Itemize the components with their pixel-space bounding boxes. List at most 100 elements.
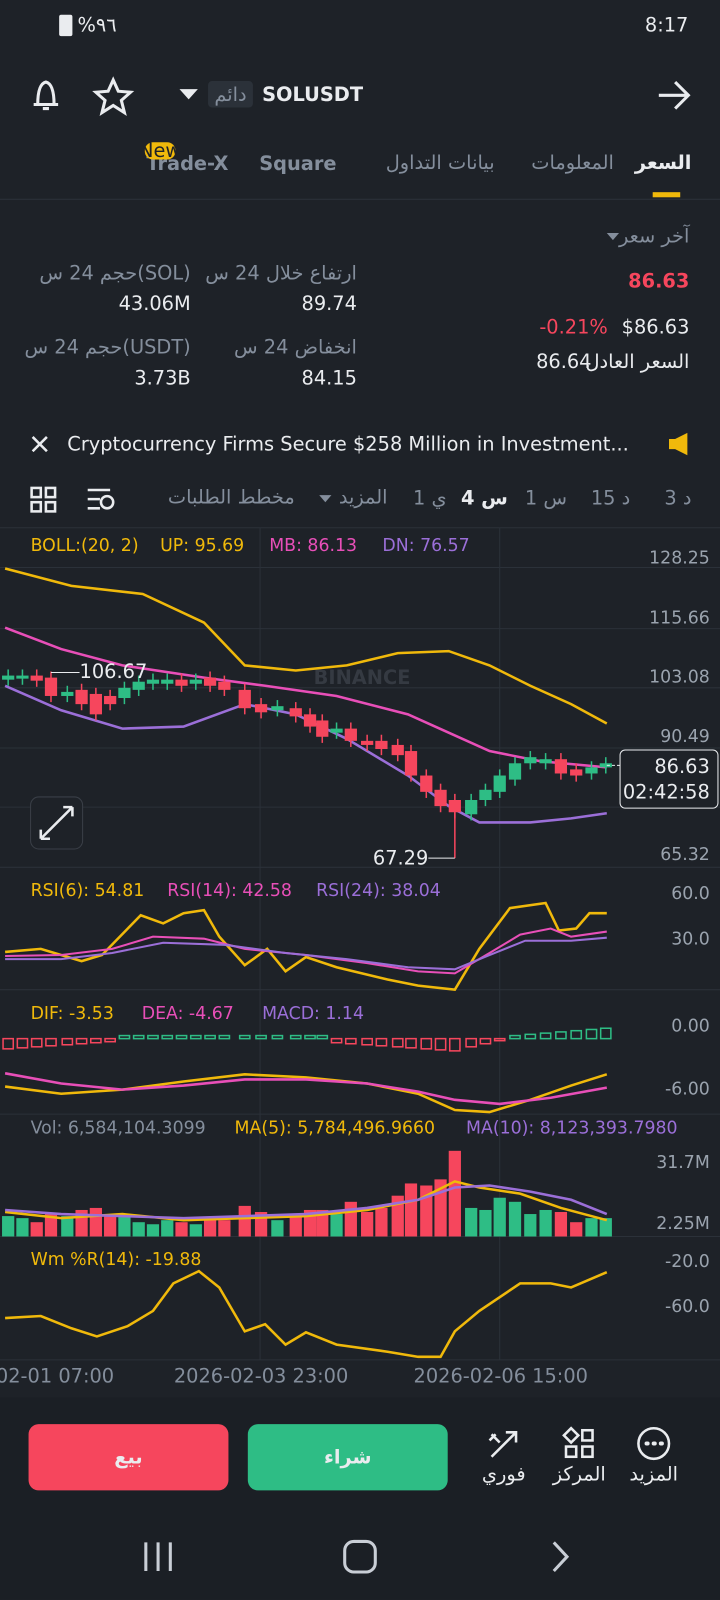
buy-label[interactable]: شراء — [324, 1445, 372, 1468]
back-button[interactable] — [552, 1541, 570, 1573]
candle-body — [175, 679, 188, 686]
volume-bar — [375, 1207, 388, 1237]
macd-bar — [45, 1037, 57, 1047]
spot-icon[interactable] — [488, 1431, 518, 1458]
volume-bar — [585, 1218, 598, 1237]
rsi24-line — [5, 936, 607, 971]
macd-bar — [75, 1037, 88, 1045]
layout-icon[interactable] — [30, 486, 57, 513]
candle-body — [118, 687, 131, 699]
home-button[interactable] — [343, 1539, 377, 1574]
volume-bar — [89, 1207, 102, 1237]
volume-bar — [330, 1214, 343, 1237]
expand-icon[interactable] — [39, 805, 74, 841]
candle-body — [404, 751, 418, 776]
bell-icon[interactable] — [33, 80, 59, 111]
nav-label[interactable]: فوري — [482, 1463, 526, 1486]
macd-bar — [375, 1037, 388, 1047]
candle-body — [524, 757, 537, 764]
macd-label: DIF: -3.53 — [31, 1004, 114, 1024]
interval[interactable]: 1 ي — [413, 487, 447, 510]
current-price-box — [619, 749, 719, 809]
macd-bar — [391, 1037, 404, 1048]
interval[interactable]: 1 س — [525, 487, 567, 510]
macd-bar — [218, 1034, 231, 1040]
date-label: 2026-02-03 23:00 — [174, 1365, 348, 1388]
volume-bar — [271, 1220, 284, 1237]
price-axis-label: 128.25 — [649, 548, 710, 568]
star-icon[interactable] — [92, 76, 135, 116]
volume-bars — [2, 1150, 612, 1237]
fair-price-label: السعر العادل — [585, 350, 689, 373]
candle-body — [361, 740, 374, 745]
macd-bar — [555, 1031, 567, 1040]
buy-button[interactable] — [247, 1424, 448, 1491]
interval-active[interactable]: 4 س — [461, 487, 508, 510]
price-axis-label: 115.66 — [649, 608, 710, 628]
candle-body — [375, 740, 388, 750]
megaphone-icon — [669, 432, 688, 456]
macd-bar — [585, 1028, 598, 1040]
wr-axis-label: -60.0 — [665, 1297, 710, 1317]
depth-chart-tab[interactable]: مخطط الطلبات — [168, 486, 295, 509]
dropdown-arrow[interactable] — [179, 89, 198, 100]
interval[interactable]: 15 د — [591, 487, 630, 510]
nav-label[interactable]: المركز — [552, 1463, 606, 1486]
volume-bar — [189, 1224, 202, 1237]
candle-body — [16, 675, 29, 679]
sell-label[interactable]: بيع — [114, 1445, 142, 1468]
macd-bar — [509, 1034, 521, 1040]
volume-bar — [524, 1214, 537, 1237]
chart-grid — [0, 527, 720, 1361]
candle-body — [303, 714, 317, 727]
macd-label: DEA: -4.67 — [142, 1004, 234, 1024]
settings-icon-dot[interactable] — [99, 494, 115, 510]
tab[interactable]: المعلومات — [531, 151, 614, 174]
macd-bar — [16, 1037, 29, 1049]
interval[interactable]: 3 د — [664, 487, 691, 510]
recents-button[interactable] — [144, 1542, 172, 1571]
symbol[interactable]: SOLUSDT — [262, 83, 364, 106]
price-change: -0.21% — [539, 315, 608, 338]
candle-body — [203, 677, 217, 686]
position-icon[interactable] — [562, 1426, 594, 1459]
macd-bar — [524, 1033, 537, 1040]
battery-icon — [59, 14, 73, 37]
macd-bar — [189, 1034, 202, 1040]
close-icon[interactable] — [31, 436, 48, 453]
sell-button[interactable] — [28, 1424, 229, 1491]
candle-body — [271, 706, 284, 711]
high-label: 106.67 — [80, 660, 148, 683]
new-badge-bg — [144, 142, 176, 160]
volume-bar — [146, 1224, 160, 1237]
candle-body — [316, 720, 329, 737]
macd-bar — [599, 1027, 612, 1040]
vol-ma10-label: MA(10): 8,123,393.7980 — [466, 1118, 678, 1138]
macd-histogram — [2, 1027, 612, 1052]
macd-bar — [118, 1034, 131, 1040]
rsi14-line — [5, 927, 607, 975]
date-label: 02-01 07:00 — [0, 1365, 114, 1388]
tab[interactable]: السعر — [634, 151, 692, 174]
settings-icon[interactable] — [87, 488, 111, 510]
forward-arrow[interactable] — [658, 80, 691, 110]
interval-more[interactable]: المزيد — [339, 486, 388, 509]
nav-label[interactable]: المزيد — [629, 1463, 678, 1486]
stat-label: انخفاض 24 س — [234, 336, 357, 359]
more-icon[interactable] — [637, 1426, 671, 1461]
candle-body — [391, 744, 404, 756]
price-axis-label: 65.32 — [660, 845, 710, 865]
volume-bar — [238, 1205, 251, 1237]
tab[interactable]: Square — [259, 152, 336, 175]
macd-bar — [289, 1034, 302, 1040]
news[interactable]: Cryptocurrency Firms Secure $258 Million… — [67, 433, 629, 456]
macd-bar — [61, 1037, 74, 1046]
volume-bar — [203, 1218, 217, 1237]
macd-axis-label: -6.00 — [665, 1080, 710, 1100]
candles — [2, 669, 612, 859]
rsi-axis-label: 60.0 — [671, 884, 710, 904]
candle-body — [30, 675, 43, 681]
candle-body — [75, 689, 88, 705]
tab[interactable]: بيانات التداول — [386, 151, 495, 174]
